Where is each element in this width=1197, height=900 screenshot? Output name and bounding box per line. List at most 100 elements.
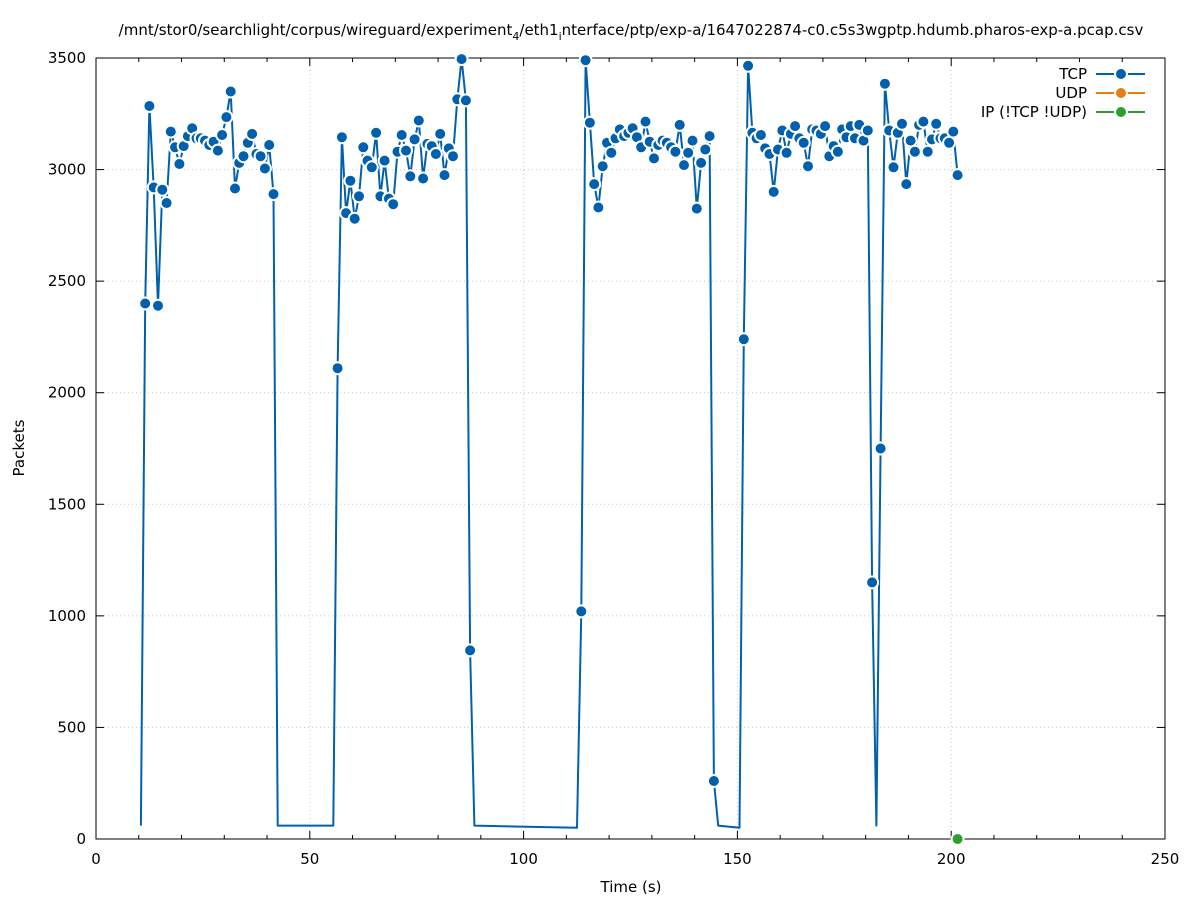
data-point xyxy=(266,187,281,202)
y-tick-label: 500 xyxy=(57,718,86,736)
data-point xyxy=(950,168,965,183)
data-point xyxy=(638,114,653,129)
legend-label: IP (!TCP !UDP) xyxy=(981,103,1087,121)
data-point xyxy=(142,99,157,113)
data-point xyxy=(916,114,931,129)
data-point xyxy=(330,361,345,376)
data-point xyxy=(801,159,815,174)
data-point xyxy=(877,76,892,91)
data-point xyxy=(352,189,366,204)
chart-title: /mnt/stor0/searchlight/corpus/wireguard/… xyxy=(119,21,1144,43)
data-point xyxy=(364,160,379,175)
y-axis-label: Packets xyxy=(10,419,28,476)
data-point xyxy=(706,774,721,788)
data-point xyxy=(779,145,794,160)
ticks-layer: 0 50 100 150 200 2500500100015002000250030003… xyxy=(48,49,1180,868)
data-point xyxy=(587,177,602,192)
data-point xyxy=(595,159,610,174)
legend-label: TCP xyxy=(1058,65,1087,83)
data-point xyxy=(694,155,709,170)
y-tick-label: 3000 xyxy=(48,161,86,179)
y-tick-label: 2000 xyxy=(48,384,86,402)
title-subscript-1: 4 xyxy=(512,30,519,43)
data-point xyxy=(796,135,811,150)
data-point xyxy=(950,832,965,846)
data-point xyxy=(386,197,401,212)
data-point xyxy=(172,157,187,171)
plot-frame xyxy=(95,57,1166,840)
data-point xyxy=(736,332,751,347)
data-point xyxy=(228,181,242,196)
x-tick-label: 150 xyxy=(723,850,752,868)
data-point xyxy=(907,144,922,159)
data-point xyxy=(582,115,597,130)
data-point xyxy=(163,124,178,139)
legend-marker xyxy=(1114,67,1128,81)
data-point xyxy=(343,173,358,188)
data-point xyxy=(245,126,260,141)
y-tick-label: 1000 xyxy=(48,607,86,625)
data-point xyxy=(433,126,448,141)
data-point xyxy=(437,168,452,183)
data-point xyxy=(604,145,619,160)
data-point xyxy=(578,53,593,68)
data-point xyxy=(463,643,478,658)
data-point xyxy=(334,130,349,145)
series-layer xyxy=(138,52,965,846)
data-point xyxy=(865,575,880,590)
x-tick-label: 200 xyxy=(937,850,966,868)
data-point xyxy=(895,116,909,131)
data-point xyxy=(262,138,277,152)
data-point xyxy=(219,110,234,125)
data-point xyxy=(788,119,803,134)
data-point xyxy=(873,441,888,456)
data-point xyxy=(668,144,683,159)
legend-marker xyxy=(1114,86,1128,100)
data-point xyxy=(818,119,833,134)
data-point xyxy=(920,144,935,159)
data-point xyxy=(681,145,696,160)
data-point xyxy=(929,116,944,131)
data-point xyxy=(677,158,691,173)
y-tick-label: 1500 xyxy=(48,495,86,513)
y-tick-label: 2500 xyxy=(48,272,86,290)
title-mid: /eth1 xyxy=(519,21,558,39)
data-point xyxy=(369,125,384,140)
title-subscript-2: i xyxy=(559,30,562,43)
data-point xyxy=(830,144,845,159)
y-tick-label: 3500 xyxy=(48,49,86,67)
data-point xyxy=(151,298,165,313)
data-point xyxy=(446,149,460,164)
data-point xyxy=(946,124,961,139)
data-point xyxy=(416,171,431,186)
data-point xyxy=(698,142,713,157)
data-point xyxy=(210,143,225,158)
data-point xyxy=(347,211,362,226)
data-point xyxy=(215,128,230,142)
data-point xyxy=(574,604,589,619)
data-point xyxy=(407,132,422,147)
data-point xyxy=(159,196,174,210)
x-axis-label: Time (s) xyxy=(600,878,662,896)
data-point xyxy=(403,169,418,184)
data-point xyxy=(458,93,473,108)
data-point xyxy=(647,151,661,166)
data-point xyxy=(672,117,687,132)
data-point xyxy=(377,153,392,168)
data-point xyxy=(138,296,153,311)
legend-marker xyxy=(1114,105,1128,119)
x-tick-label: 100 xyxy=(509,850,538,868)
y-tick-label: 0 xyxy=(76,830,86,848)
data-point xyxy=(411,113,426,128)
data-point xyxy=(591,200,606,215)
data-point xyxy=(257,161,272,176)
data-point xyxy=(223,84,238,99)
data-point xyxy=(753,128,768,142)
data-point xyxy=(702,129,717,144)
data-point xyxy=(766,184,781,199)
grid-layer xyxy=(96,58,1165,839)
data-point xyxy=(253,149,268,164)
